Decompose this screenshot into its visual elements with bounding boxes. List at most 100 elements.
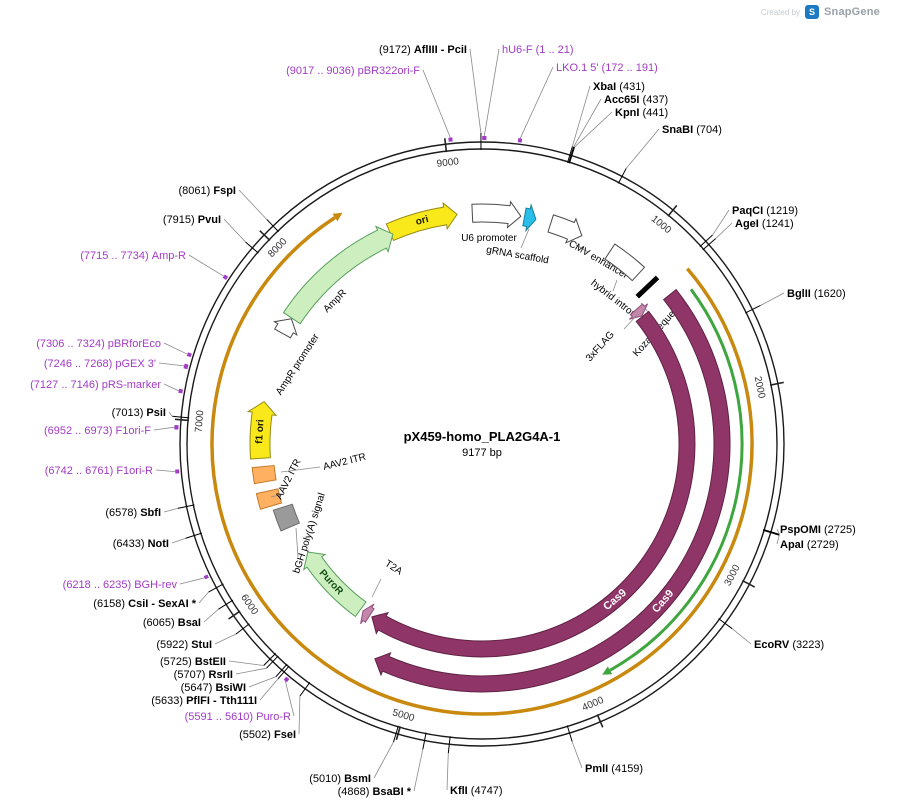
feature-bgh-poly-a-signal[interactable]: [272, 503, 301, 532]
feature-cas9-2[interactable]: [371, 310, 696, 658]
site-prs-marker-label[interactable]: (7127 .. 7146) pRS-marker: [30, 379, 161, 391]
feature-aav2-itr-label[interactable]: AAV2 ITR: [274, 457, 304, 501]
scale-label-9000: 9000: [436, 156, 460, 170]
site-acc65i-tick: [568, 146, 575, 164]
site-bsteii-label[interactable]: (5725) BstEII: [160, 656, 226, 668]
site-afliii-pcii-label[interactable]: (9172) AflIII - PciI: [379, 44, 467, 56]
site-agei-leader: [715, 222, 733, 239]
site-bsiwi-leader: [248, 676, 276, 688]
site-hu6-f-label[interactable]: hU6-F (1 .. 21): [502, 44, 574, 56]
plasmid-map-root: 100020003000400050006000700080009000oriU…: [30, 44, 856, 798]
site-bglii-label[interactable]: BglII (1620): [787, 288, 846, 300]
scale-tick-2000: [769, 381, 784, 386]
site-puro-r-mark[interactable]: [283, 676, 290, 683]
site-lko-1-5-mark[interactable]: [517, 138, 523, 143]
site-pbrforeco-mark[interactable]: [186, 352, 192, 358]
feature-grna-scaffold[interactable]: [522, 203, 537, 233]
scale-tick-7000: [174, 418, 190, 422]
site-noti-label[interactable]: (6433) NotI: [113, 538, 169, 550]
site-csii-sexai-tick: [208, 583, 224, 593]
site-snabi-tick: [617, 168, 627, 184]
feature-ori-label[interactable]: ori: [415, 214, 430, 228]
site-pgex-3-label[interactable]: (7246 .. 7268) pGEX 3': [44, 358, 156, 370]
feature-3xflag-leader: [623, 314, 638, 330]
site-noti-leader: [171, 537, 186, 544]
feature-hybrid-intron[interactable]: [604, 243, 646, 282]
site-acc65i-label[interactable]: Acc65I (437): [604, 94, 668, 106]
site-fspi-label[interactable]: (8061) FspI: [179, 185, 236, 197]
site-hu6-f-leader: [483, 48, 500, 137]
feature-aav2-itr-2[interactable]: [251, 464, 277, 485]
site-puro-r-label[interactable]: (5591 .. 5610) Puro-R: [185, 711, 291, 723]
feature-grna-scaffold-label[interactable]: gRNA scaffold: [485, 245, 549, 267]
feature-ampr-promoter[interactable]: [272, 318, 298, 339]
site-fsei-label[interactable]: (5502) FseI: [239, 729, 296, 741]
feature-aav2-itr-2-label[interactable]: AAV2 ITR: [322, 452, 367, 473]
site-fsei-leader: [298, 696, 301, 735]
site-bsai-leader: [203, 608, 219, 623]
site-bsmi-leader: [373, 741, 394, 779]
site-prs-marker-mark[interactable]: [178, 388, 183, 394]
site-pvui-label[interactable]: (7915) PvuI: [163, 214, 221, 226]
site-pspomi-label[interactable]: PspOMI (2725): [780, 524, 856, 536]
site-amp-r-label[interactable]: (7715 .. 7734) Amp-R: [80, 250, 186, 262]
scale-label-7000: 7000: [194, 409, 207, 432]
feature-ampr[interactable]: [282, 225, 394, 325]
feature-ori[interactable]: [385, 201, 458, 242]
site-pbr322ori-f-label[interactable]: (9017 .. 9036) pBR322ori-F: [286, 65, 420, 77]
site-rsrii-label[interactable]: (5707) RsrII: [174, 669, 233, 681]
site-psii-label[interactable]: (7013) PsiI: [112, 407, 166, 419]
site-pgex-3-mark[interactable]: [183, 363, 189, 370]
site-snabi-label[interactable]: SnaBI (704): [662, 124, 722, 136]
site-apai-label[interactable]: ApaI (2729): [780, 539, 839, 551]
feature-puror[interactable]: [303, 551, 367, 618]
feature-u6-promoter[interactable]: [471, 200, 522, 229]
feature-aav2-itr[interactable]: [255, 488, 283, 510]
feature-cmv-enhancer[interactable]: [547, 214, 583, 244]
inner-green-arc[interactable]: [609, 288, 744, 672]
site-pflfi-tth111i-label[interactable]: (5633) PflFI - Tth111I: [151, 695, 257, 707]
site-f1ori-f-label[interactable]: (6952 .. 6973) F1ori-F: [44, 425, 151, 437]
site-bgh-rev-label[interactable]: (6218 .. 6235) BGH-rev: [63, 579, 178, 591]
site-csii-sexai-label[interactable]: (6158) CsiI - SexAI *: [93, 598, 196, 610]
scale-tick-5000: [395, 726, 402, 741]
site-stui-label[interactable]: (5922) StuI: [156, 639, 212, 651]
feature-kozak-sequence[interactable]: [635, 275, 660, 299]
site-pmli-label[interactable]: PmlI (4159): [585, 763, 643, 775]
feature-u6-promoter-label[interactable]: U6 promoter: [461, 233, 517, 244]
site-bgh-rev-mark[interactable]: [203, 574, 209, 580]
site-xbai-label[interactable]: XbaI (431): [593, 81, 645, 93]
site-pgex-3-leader: [158, 362, 185, 367]
feature-f1-ori[interactable]: [246, 400, 278, 460]
feature-f1-ori-label[interactable]: f1 ori: [254, 419, 266, 444]
site-ecorv-label[interactable]: EcoRV (3223): [754, 639, 824, 651]
site-acc65i-leader: [573, 98, 602, 147]
site-bsmi-label[interactable]: (5010) BsmI: [309, 773, 371, 785]
site-kpni-tick: [568, 146, 575, 164]
site-bsiwi-label[interactable]: (5647) BsiWI: [181, 682, 246, 694]
feature-3xflag-label[interactable]: 3xFLAG: [584, 329, 617, 364]
site-pbrforeco-label[interactable]: (7306 .. 7324) pBRforEco: [36, 338, 161, 350]
site-f1ori-r-label[interactable]: (6742 .. 6761) F1ori-R: [45, 465, 153, 477]
site-amp-r-mark[interactable]: [222, 274, 229, 280]
scale-label-3000: 3000: [723, 563, 743, 588]
outer-orange-arc[interactable]: [210, 216, 754, 716]
scale-tick-9000: [443, 138, 448, 153]
feature-t2a[interactable]: [360, 603, 375, 625]
site-kfli-label[interactable]: KflI (4747): [450, 785, 503, 797]
site-bsiwi-tick: [275, 663, 288, 678]
feature-3xflag[interactable]: [628, 303, 649, 320]
site-bsabi-label[interactable]: (4868) BsaBI *: [338, 786, 412, 798]
site-apai-leader: [776, 535, 780, 545]
site-kpni-label[interactable]: KpnI (441): [615, 107, 668, 119]
site-paqci-label[interactable]: PaqCI (1219): [732, 205, 798, 217]
site-bsai-label[interactable]: (6065) BsaI: [143, 617, 201, 629]
site-agei-label[interactable]: AgeI (1241): [735, 218, 794, 230]
site-lko-1-5-label[interactable]: LKO.1 5' (172 .. 191): [556, 62, 658, 74]
feature-cas9[interactable]: [374, 288, 731, 693]
created-by-text: Created by: [760, 7, 800, 17]
feature-ampr-promoter-label[interactable]: AmpR promoter: [274, 331, 322, 397]
site-sbfi-label[interactable]: (6578) SbfI: [105, 507, 161, 519]
feature-t2a-label[interactable]: T2A: [383, 558, 405, 577]
site-fspi-tick: [266, 219, 279, 233]
